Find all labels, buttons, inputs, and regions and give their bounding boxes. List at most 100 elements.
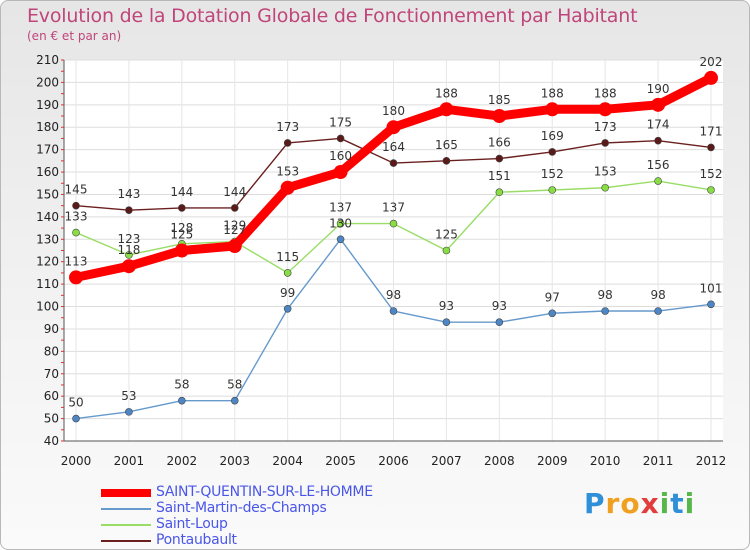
data-point (389, 219, 398, 228)
data-label: 190 (647, 82, 670, 96)
data-labels-layer: 113 118 125 127 153 160 180 188 185 188 188 190 202 5… (65, 55, 723, 410)
data-point (654, 136, 662, 145)
data-point (548, 186, 557, 194)
data-label: 153 (276, 165, 299, 179)
data-point (495, 154, 504, 163)
x-tick-label: 2012 (696, 454, 727, 468)
data-point (178, 204, 186, 212)
data-label: 171 (700, 124, 723, 138)
legend-label: Saint-Martin-des-Champs (156, 500, 327, 516)
data-label: 50 (68, 396, 83, 410)
data-label: 160 (329, 149, 352, 163)
data-label: 174 (647, 118, 670, 132)
legend-label: Saint-Loup (156, 516, 228, 532)
data-point (178, 396, 186, 405)
data-point (230, 204, 239, 212)
data-point (651, 97, 666, 112)
x-tick-label: 2010 (590, 454, 621, 468)
x-tick-label: 2002 (167, 454, 198, 468)
y-tick-label: 150 (36, 187, 59, 201)
data-label: 53 (121, 389, 136, 403)
legend-swatch (101, 508, 151, 510)
data-point (72, 201, 80, 210)
data-label: 128 (170, 221, 193, 235)
data-label: 144 (223, 185, 246, 199)
data-label: 125 (435, 228, 458, 242)
y-tick-label: 180 (36, 120, 59, 134)
data-point (442, 318, 451, 327)
data-label: 125 (170, 228, 193, 242)
data-label: 169 (541, 129, 564, 143)
data-label: 97 (545, 290, 560, 304)
data-label: 123 (117, 232, 140, 246)
data-point (495, 318, 504, 327)
y-tick-label: 110 (36, 277, 59, 291)
y-tick-label: 70 (44, 367, 59, 381)
data-label: 113 (65, 254, 88, 268)
data-point (283, 304, 292, 313)
data-point (121, 259, 136, 274)
legend-swatch (101, 524, 151, 526)
data-point (704, 70, 718, 85)
data-point (654, 307, 662, 315)
x-tick-label: 2009 (537, 454, 568, 468)
data-label: 93 (492, 299, 507, 313)
data-point (336, 134, 345, 143)
y-tick-label: 200 (36, 75, 59, 89)
series-layer (69, 70, 718, 423)
data-label: 115 (276, 250, 299, 264)
data-label: 175 (329, 115, 352, 129)
data-label: 145 (65, 183, 88, 197)
data-label: 133 (65, 210, 88, 224)
proxiti-logo: Proxiti (584, 487, 696, 520)
y-tick-label: 190 (36, 98, 59, 112)
y-tick-label: 100 (36, 300, 59, 314)
x-tick-label: 2007 (431, 454, 462, 468)
data-point (386, 120, 401, 135)
data-point (442, 157, 451, 165)
x-tick-label: 2000 (61, 454, 92, 468)
data-point (439, 102, 454, 117)
data-label: 180 (382, 104, 405, 118)
data-label: 202 (700, 55, 723, 69)
data-point (227, 239, 242, 254)
data-point (69, 270, 83, 285)
data-point (442, 246, 451, 255)
data-label: 151 (488, 169, 511, 183)
x-tick-label: 2001 (114, 454, 145, 468)
data-label: 164 (382, 140, 405, 154)
data-point (125, 408, 133, 416)
data-point (389, 159, 398, 167)
x-tick-label: 2005 (325, 454, 356, 468)
data-label: 143 (117, 187, 140, 201)
legend-swatch (101, 489, 151, 497)
data-label: 188 (594, 86, 617, 100)
data-point (545, 102, 560, 117)
legend-label: SAINT-QUENTIN-SUR-LE-HOMME (156, 484, 373, 500)
y-tick-label: 130 (36, 232, 59, 246)
legend-label: Pontaubault (156, 532, 237, 548)
x-tick-label: 2006 (378, 454, 409, 468)
data-point (389, 307, 398, 315)
data-point (548, 148, 557, 156)
data-label: 144 (170, 185, 193, 199)
axes-layer: 4050607080901001101201301401501601701801… (36, 53, 726, 468)
data-label: 152 (541, 167, 564, 181)
data-label: 98 (386, 288, 401, 302)
y-tick-label: 40 (44, 434, 59, 448)
data-point (492, 109, 507, 124)
x-tick-label: 2003 (219, 454, 250, 468)
data-label: 118 (117, 243, 140, 257)
chart-subtitle: (en € et par an) (27, 29, 122, 43)
data-label: 165 (435, 138, 458, 152)
data-label: 58 (174, 378, 189, 392)
data-point (495, 188, 504, 197)
data-point (72, 228, 80, 237)
data-label: 188 (435, 86, 458, 100)
y-tick-label: 90 (44, 322, 59, 336)
data-point (707, 143, 715, 152)
data-label: 166 (488, 136, 511, 150)
data-point (125, 251, 133, 259)
data-point (125, 206, 133, 214)
